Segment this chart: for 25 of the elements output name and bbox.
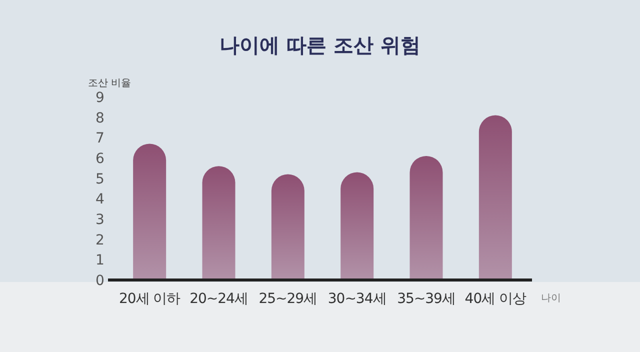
y-tick-label: 6 xyxy=(96,151,105,167)
x-tick-label: 40세 이상 xyxy=(464,291,527,307)
bar xyxy=(202,166,236,280)
y-tick-label: 1 xyxy=(96,252,104,269)
chart-title: 나이에 따른 조산 위험 xyxy=(220,33,420,57)
y-tick-label: 4 xyxy=(96,192,105,208)
x-axis-title: 나이 xyxy=(541,293,561,304)
bar xyxy=(478,115,512,280)
x-tick-label: 30~34세 xyxy=(328,291,386,307)
x-tick-label: 35~39세 xyxy=(397,291,456,307)
bar xyxy=(271,174,304,280)
y-tick-label: 7 xyxy=(96,130,104,147)
x-tick-label: 20세 이하 xyxy=(118,291,181,307)
y-tick-label: 3 xyxy=(96,212,104,228)
y-tick-label: 5 xyxy=(96,171,104,188)
y-tick-label: 0 xyxy=(96,273,104,289)
y-axis-title: 조산 비율 xyxy=(88,78,132,89)
x-tick-label: 25~29세 xyxy=(258,291,318,307)
x-tick-label: 20~24세 xyxy=(190,291,248,307)
y-tick-label: 2 xyxy=(96,232,104,248)
y-tick-label: 8 xyxy=(96,110,104,126)
y-tick-label: 9 xyxy=(96,90,104,106)
bar xyxy=(410,156,443,280)
bar xyxy=(133,144,166,280)
bar xyxy=(340,172,374,280)
